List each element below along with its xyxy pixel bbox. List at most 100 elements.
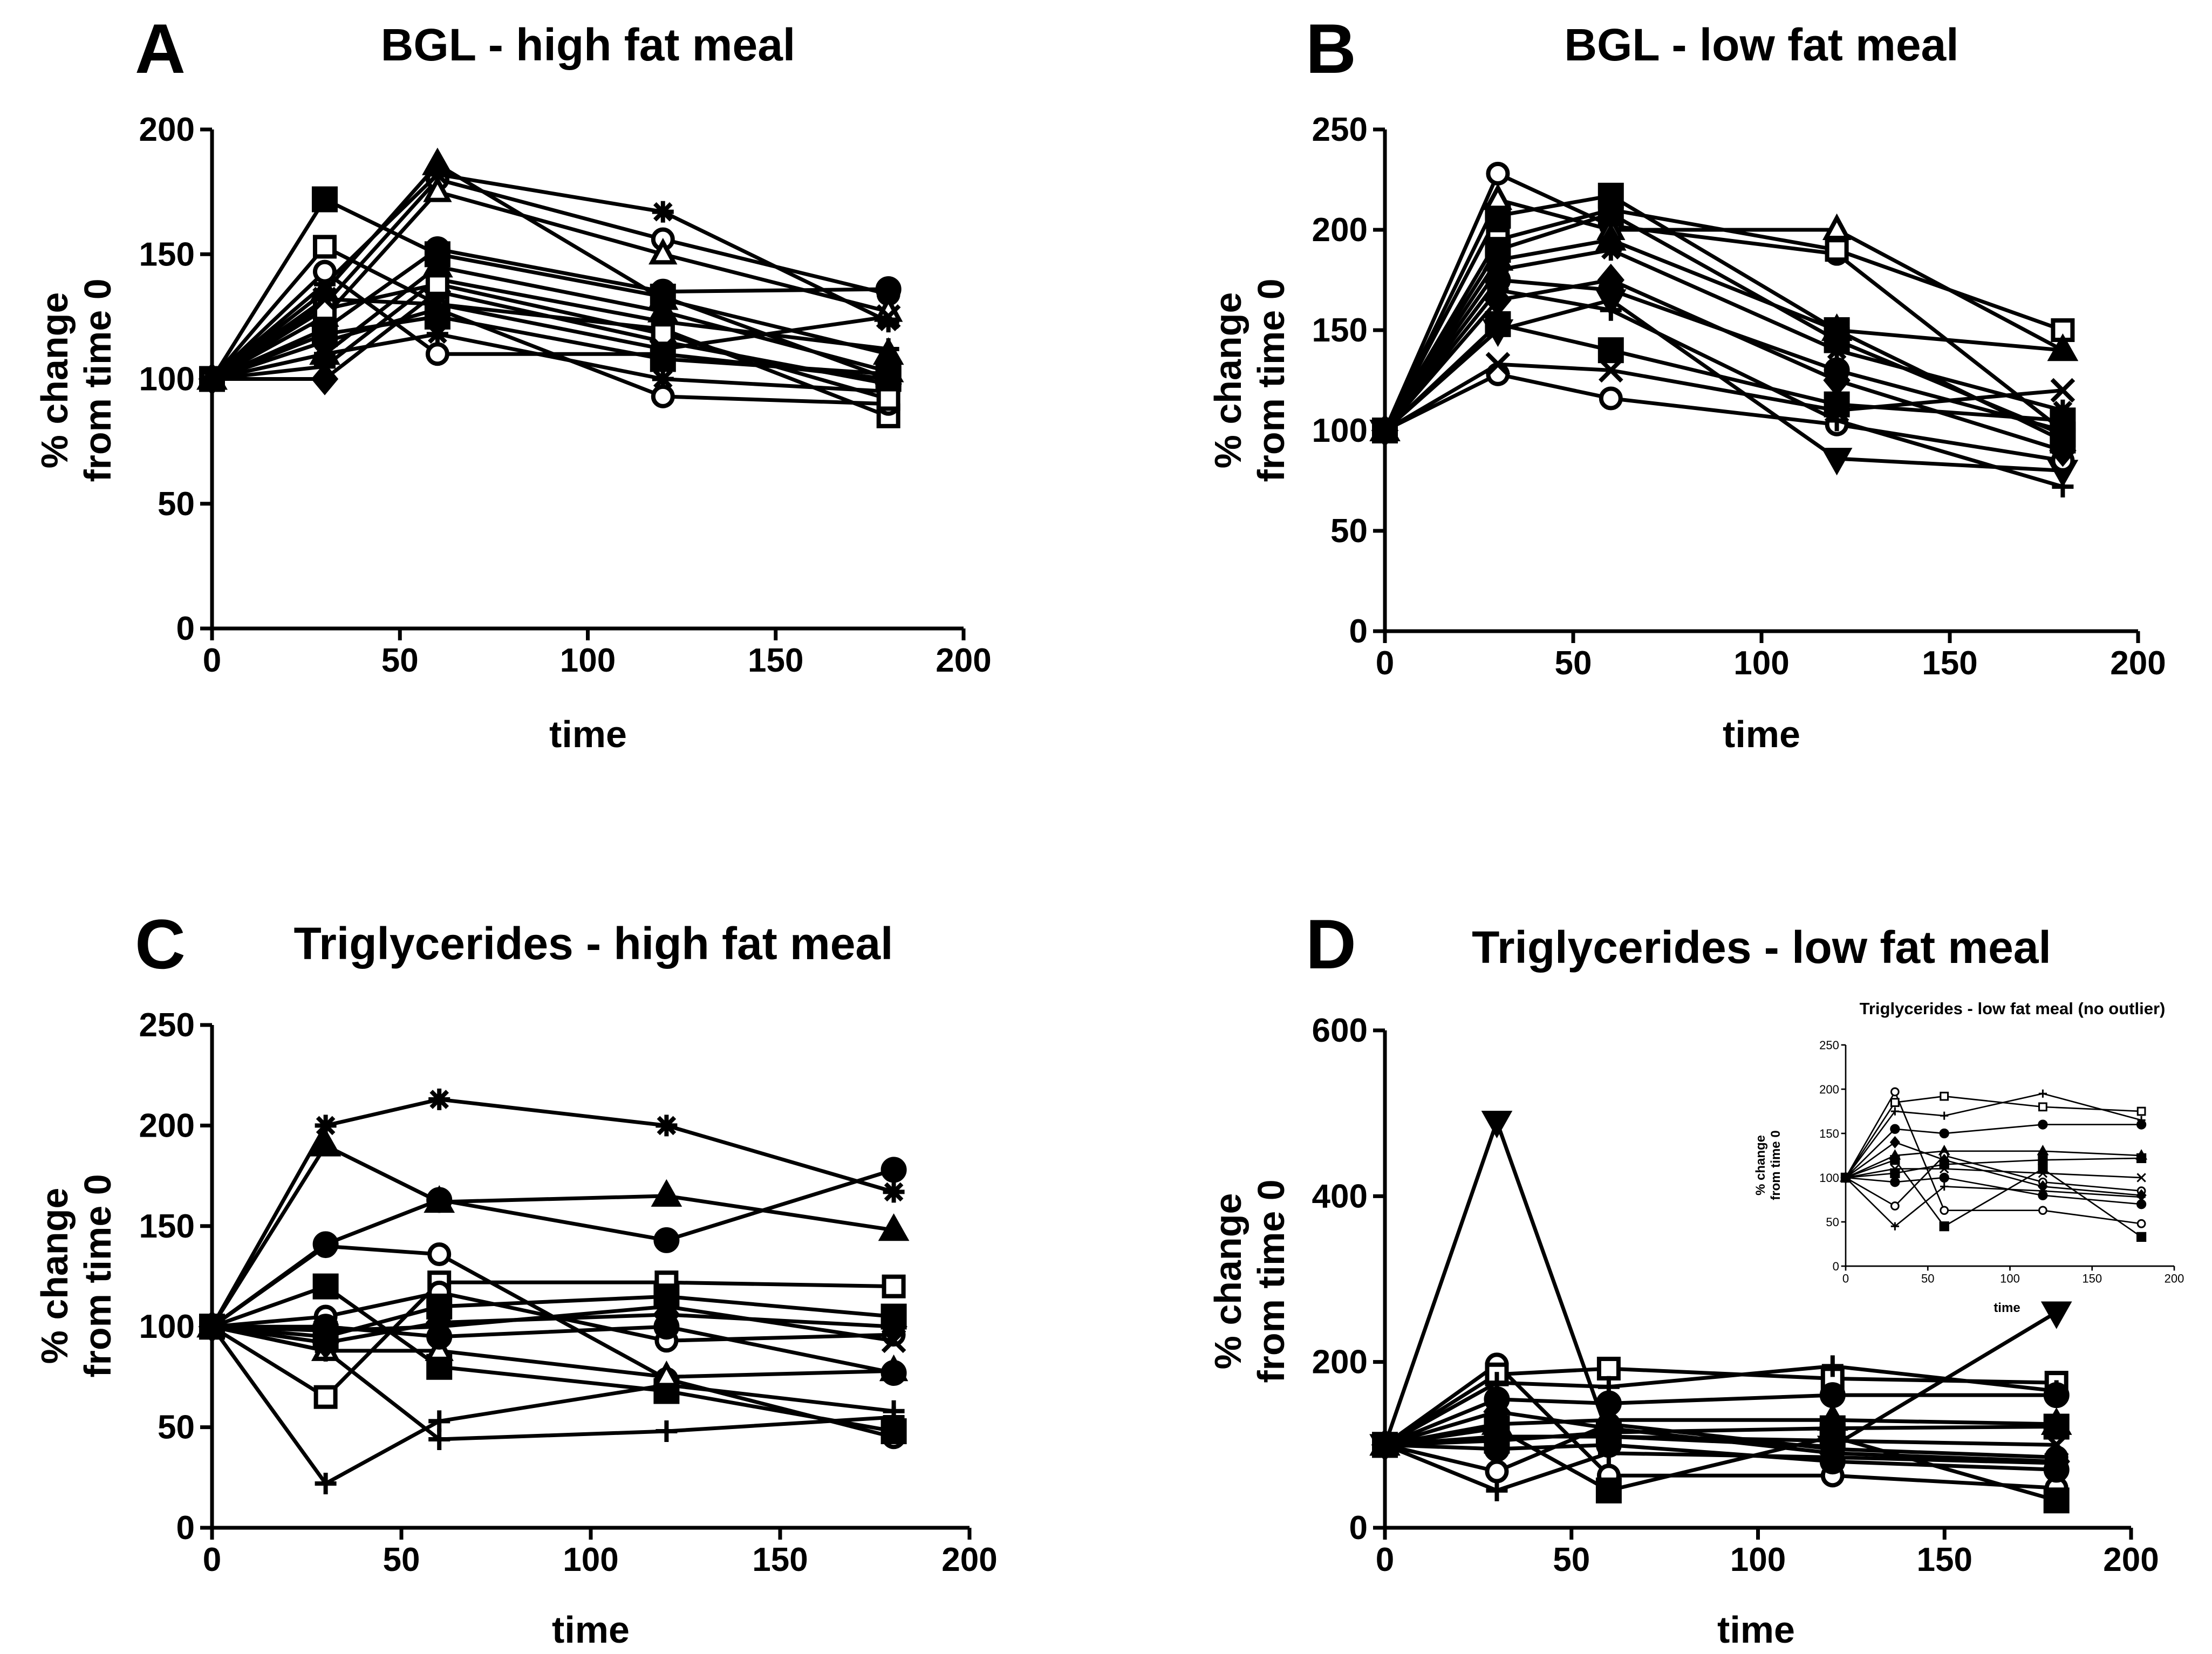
y-tick-label: 50 bbox=[1330, 512, 1368, 550]
data-point bbox=[313, 1385, 338, 1409]
y-tick-label: 50 bbox=[158, 1409, 195, 1446]
data-point bbox=[2040, 1301, 2072, 1329]
x-tick-label: 100 bbox=[1733, 645, 1789, 682]
data-point bbox=[653, 1314, 680, 1340]
panel-d-plot: 0 200 400 600 0 50 100 150 200 bbox=[1312, 1012, 2159, 1578]
series-s14 bbox=[200, 1294, 906, 1354]
data-point bbox=[2136, 1153, 2147, 1164]
data-point bbox=[200, 366, 224, 392]
panel-a-title: BGL - high fat meal bbox=[381, 19, 796, 70]
series-s5 bbox=[201, 1316, 905, 1494]
x-tick-label: 50 bbox=[1553, 1541, 1590, 1578]
data-point bbox=[880, 1157, 907, 1183]
data-point bbox=[313, 273, 336, 295]
y-tick-label: 0 bbox=[176, 1509, 195, 1547]
data-point bbox=[200, 1314, 224, 1339]
series-s4 bbox=[199, 1157, 907, 1340]
data-point bbox=[1595, 1477, 1622, 1503]
data-point bbox=[883, 1181, 905, 1203]
y-tick-label: 200 bbox=[139, 111, 195, 148]
y-tick-label: 50 bbox=[1826, 1215, 1839, 1229]
data-point bbox=[309, 337, 340, 365]
data-point bbox=[1596, 1356, 1621, 1380]
data-point bbox=[1821, 448, 1853, 476]
data-point bbox=[1485, 1459, 1509, 1484]
data-point bbox=[1939, 1172, 1949, 1183]
data-point bbox=[1821, 1355, 1844, 1377]
y-tick-label: 200 bbox=[139, 1107, 195, 1144]
panel-d-ylabel-line2: from time 0 bbox=[1250, 1179, 1292, 1383]
panel-d-ylabel-line1: % change bbox=[1207, 1193, 1249, 1370]
x-tick-label: 100 bbox=[563, 1541, 618, 1578]
data-point bbox=[2043, 1487, 2070, 1514]
panel-d-inset: Triglycerides - low fat meal (no outlier… bbox=[1753, 999, 2184, 1315]
data-point bbox=[656, 1420, 678, 1443]
data-point bbox=[881, 1328, 906, 1354]
data-point bbox=[311, 363, 339, 395]
data-point bbox=[1890, 1168, 1900, 1178]
data-point bbox=[1595, 1412, 1623, 1445]
data-point bbox=[880, 1359, 907, 1386]
data-point bbox=[1940, 1206, 1949, 1215]
data-point bbox=[1487, 259, 1509, 281]
panel-a-xlabel: time bbox=[549, 713, 627, 755]
inset-xlabel: time bbox=[1993, 1301, 2020, 1315]
data-point bbox=[1939, 1221, 1949, 1232]
data-point bbox=[651, 384, 675, 408]
inset-ylabel-line2: from time 0 bbox=[1769, 1130, 1783, 1200]
x-tick-label: 150 bbox=[752, 1541, 808, 1578]
data-point bbox=[875, 276, 902, 302]
x-tick-label: 0 bbox=[1376, 645, 1394, 682]
y-tick-label: 100 bbox=[1312, 412, 1368, 449]
panel-letter-c: C bbox=[135, 905, 186, 983]
data-point bbox=[1819, 1437, 1847, 1470]
data-point bbox=[2136, 1173, 2146, 1183]
series-s3 bbox=[1841, 1089, 2146, 1182]
data-point bbox=[876, 387, 900, 411]
data-point bbox=[2038, 1164, 2048, 1174]
series-s12 bbox=[1371, 1395, 2070, 1478]
data-point bbox=[2136, 1232, 2147, 1242]
data-point bbox=[311, 186, 338, 213]
data-point bbox=[1939, 1128, 1949, 1139]
data-point bbox=[428, 1428, 450, 1450]
panel-a-ylabel: % change from time 0 bbox=[33, 278, 119, 482]
panel-a-ylabel-line1: % change bbox=[33, 292, 76, 469]
panel-d-xlabel: time bbox=[1717, 1609, 1795, 1651]
data-point bbox=[312, 1273, 339, 1300]
panel-a-ylabel-line2: from time 0 bbox=[77, 278, 119, 482]
data-point bbox=[2050, 421, 2076, 448]
data-point bbox=[1824, 327, 1850, 353]
y-tick-label: 0 bbox=[1833, 1260, 1839, 1273]
series-s16 bbox=[200, 286, 901, 392]
data-point bbox=[312, 235, 337, 259]
data-point bbox=[1597, 263, 1625, 297]
series-s12 bbox=[1840, 1136, 2147, 1202]
data-point bbox=[426, 163, 448, 186]
data-point bbox=[2136, 1189, 2147, 1202]
y-tick-label: 250 bbox=[139, 1007, 195, 1044]
inset-plot: 0 50 100 150 200 250 0 50 100 150 200 bbox=[1819, 1038, 2184, 1285]
panel-c-title: Triglycerides - high fat meal bbox=[294, 918, 893, 969]
data-point bbox=[2052, 399, 2074, 421]
inset-ylabel-line1: % change bbox=[1753, 1135, 1768, 1195]
data-point bbox=[427, 1242, 452, 1266]
data-point bbox=[1939, 1153, 1950, 1166]
data-point bbox=[1485, 352, 1511, 377]
data-point bbox=[310, 1129, 342, 1157]
data-point bbox=[312, 259, 337, 284]
x-tick-label: 200 bbox=[2165, 1272, 2184, 1285]
x-tick-label: 50 bbox=[381, 642, 419, 679]
data-point bbox=[423, 175, 452, 202]
y-tick-label: 200 bbox=[1312, 211, 1368, 249]
panel-c-plot: 0 50 100 150 200 250 0 50 100 150 200 bbox=[139, 1007, 998, 1578]
panel-b-ylabel: % change from time 0 bbox=[1207, 278, 1292, 482]
x-tick-label: 150 bbox=[1917, 1541, 1972, 1578]
data-point bbox=[650, 337, 675, 361]
data-point bbox=[2043, 1445, 2070, 1478]
x-tick-label: 0 bbox=[1376, 1541, 1394, 1578]
data-point bbox=[1890, 1155, 1900, 1165]
series-line-s3 bbox=[1845, 1092, 2142, 1178]
data-point bbox=[1822, 213, 1852, 240]
series-line-s11 bbox=[1845, 1154, 2142, 1207]
